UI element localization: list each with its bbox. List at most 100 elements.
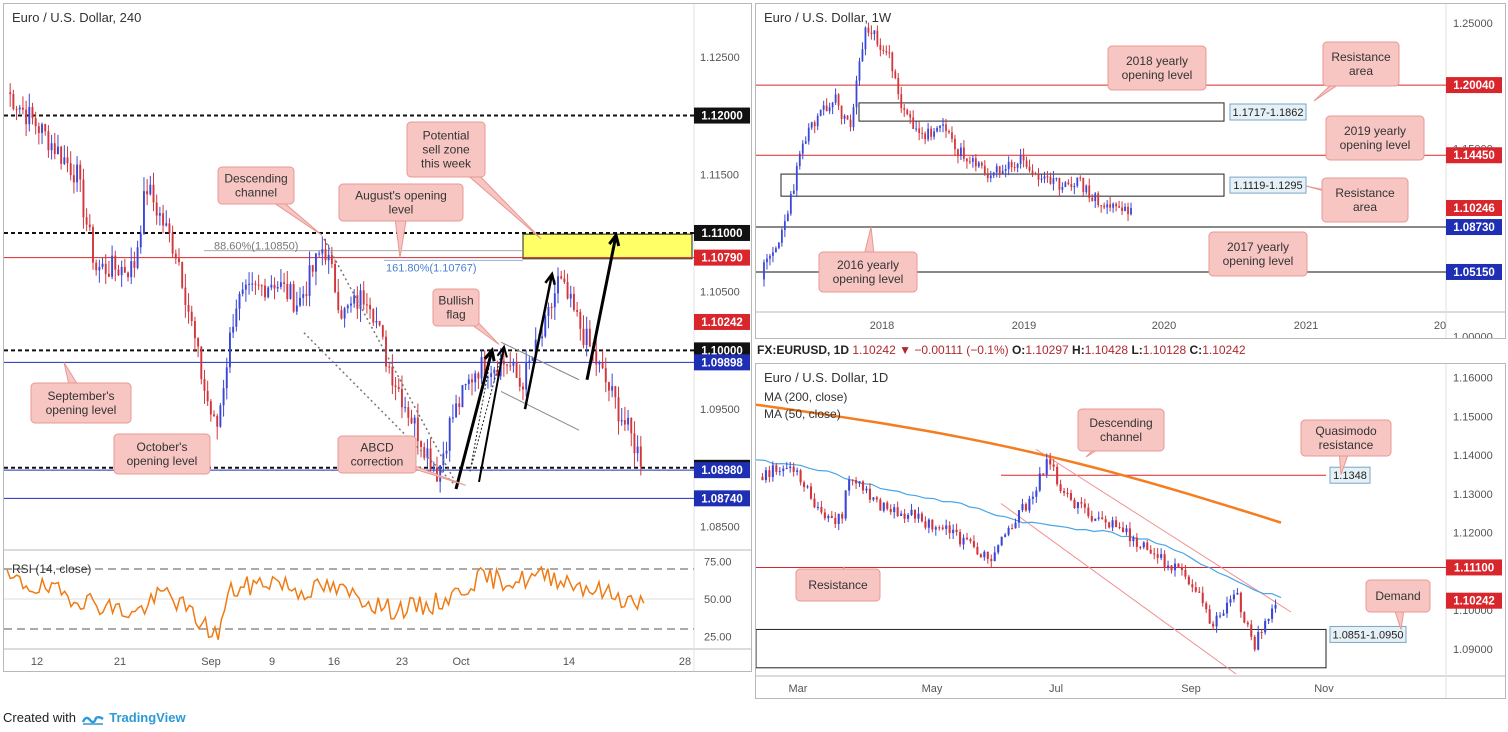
weekly-candle — [816, 115, 819, 127]
h4-candle — [458, 403, 461, 408]
open-value: 1.10297 — [1025, 343, 1069, 357]
low-value: 1.10128 — [1142, 343, 1187, 357]
daily-candle — [1225, 602, 1229, 614]
h4-candle — [273, 284, 276, 289]
weekly-candle — [951, 132, 953, 139]
h4-candle — [117, 269, 120, 276]
h4-candle — [127, 272, 129, 278]
h4-candle — [528, 360, 531, 362]
weekly-candle — [939, 125, 941, 128]
h4-callout-aug-open-pointer-mask — [394, 200, 408, 205]
daily-candle — [927, 519, 930, 528]
weekly-callout-2018-pointer-mask — [1150, 66, 1164, 70]
weekly-callout-res-1-label: Resistance — [1331, 50, 1391, 64]
h4-candle — [107, 273, 110, 277]
h4-candle — [168, 223, 171, 234]
h4-candle — [21, 107, 24, 110]
daily-chart-panel[interactable]: 1.0851-1.0950 1.1348 Descending channel Quas… — [755, 363, 1506, 699]
h4-candle — [120, 266, 123, 276]
weekly-callout-2018-label: 2018 yearly — [1126, 54, 1188, 68]
daily-candle — [993, 552, 996, 562]
daily-candle — [1253, 636, 1256, 650]
daily-candle — [834, 517, 837, 524]
daily-candle — [896, 507, 899, 516]
h4-candle — [295, 305, 298, 312]
h4-candle — [346, 305, 349, 309]
h4-candle — [445, 450, 448, 454]
weekly-candle — [968, 161, 971, 163]
h4-candle — [286, 283, 289, 300]
h4-candle — [283, 282, 286, 284]
weekly-candle — [983, 165, 986, 174]
h4-candle — [209, 401, 212, 415]
daily-candle — [799, 470, 802, 483]
weekly-price-tag-3-bg — [1446, 219, 1502, 236]
weekly-candle — [909, 114, 912, 118]
tradingview-brand[interactable]: TradingView — [109, 710, 186, 725]
h4-x-tick-label: 28 — [679, 656, 691, 668]
h4-rsi-tick-label: 50.00 — [704, 594, 732, 606]
daily-candle — [803, 482, 806, 488]
daily-candle — [955, 529, 958, 533]
h4-candle — [572, 293, 575, 310]
daily-candle — [775, 465, 778, 472]
daily-candle — [900, 513, 903, 516]
h4-candle — [225, 367, 228, 389]
h4-channel-lower — [303, 332, 460, 490]
daily-candle — [1042, 473, 1045, 475]
daily-candle — [858, 481, 861, 484]
daily-candle — [1076, 502, 1079, 509]
h4-price-tag-0-text: 1.12000 — [701, 111, 743, 123]
weekly-candle — [822, 105, 825, 110]
daily-candle — [1236, 592, 1239, 595]
weekly-candle — [885, 50, 888, 53]
weekly-candle — [763, 262, 765, 280]
weekly-price-tag-2-bg — [1446, 200, 1502, 217]
weekly-candle — [974, 158, 977, 167]
h4-candle — [190, 311, 193, 322]
weekly-candle — [870, 32, 873, 35]
daily-candle — [1191, 584, 1194, 588]
h4-candle — [324, 249, 327, 261]
h4-callout-oct-open-pointer-mask — [155, 452, 169, 456]
h4-candle — [623, 420, 626, 425]
daily-candle — [875, 497, 878, 500]
daily-candle — [941, 527, 944, 529]
h4-candle — [611, 386, 614, 391]
daily-candle — [924, 521, 927, 528]
weekly-candle — [855, 80, 858, 108]
daily-candle — [1118, 527, 1121, 529]
weekly-candle — [1124, 206, 1126, 212]
h4-candle — [483, 357, 486, 378]
weekly-zone-1 — [780, 173, 1225, 197]
weekly-price-tag-1-text: 1.14450 — [1453, 150, 1495, 162]
weekly-candle — [936, 127, 938, 132]
daily-candle — [920, 513, 923, 522]
daily-candle — [1201, 592, 1204, 604]
h4-candle — [72, 175, 75, 183]
weekly-callout-2017-pointer-mask — [1251, 252, 1265, 256]
h4-arrow-a-head — [483, 347, 496, 362]
weekly-candle — [998, 166, 1001, 174]
h4-candle — [448, 418, 451, 451]
daily-y-tick-label: 1.12000 — [1453, 528, 1493, 540]
weekly-chart-panel[interactable]: 1.1717-1.1862 1.1119-1.1295 2018 yearly ope… — [755, 3, 1506, 339]
h4-chart-panel[interactable]: 88.60%(1.10850) 161.80%(1.10767) Potential… — [3, 3, 752, 672]
h4-chart-svg[interactable]: 88.60%(1.10850) 161.80%(1.10767) Potential… — [4, 4, 751, 671]
daily-candle — [1250, 624, 1253, 637]
h4-candle — [101, 263, 104, 267]
daily-candle — [1177, 563, 1180, 568]
weekly-candle — [1106, 204, 1109, 208]
h4-candle — [18, 107, 21, 110]
h4-sell-zone — [522, 233, 693, 260]
daily-candle — [782, 468, 785, 472]
weekly-candle — [852, 107, 855, 128]
h4-candle — [547, 306, 550, 316]
h4-callout-bullish-flag-label: Bullish — [438, 294, 473, 308]
h4-candle — [76, 164, 79, 183]
h4-candle — [502, 360, 505, 365]
daily-candle — [1274, 604, 1277, 609]
h4-candle — [235, 308, 238, 327]
